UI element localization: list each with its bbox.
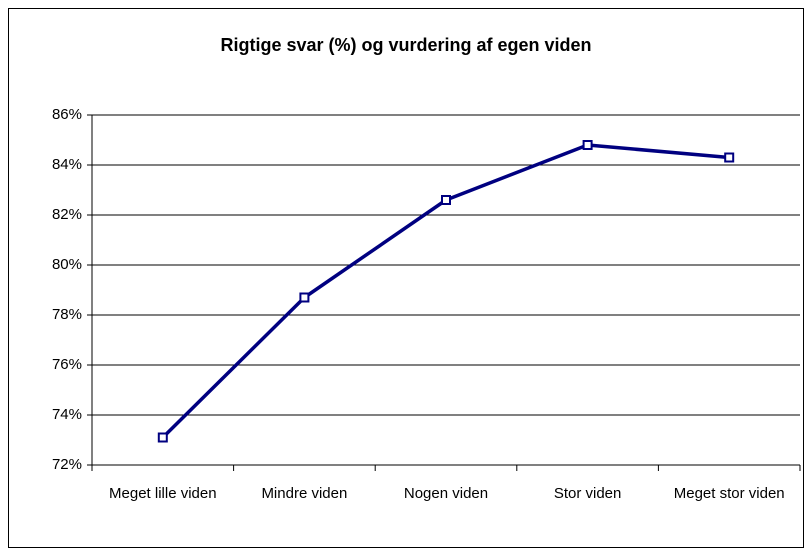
data-point (299, 292, 310, 303)
x-tick-label: Meget lille viden (109, 485, 217, 502)
data-point (724, 152, 735, 163)
y-tick-label: 72% (52, 456, 82, 473)
chart-border (8, 8, 804, 548)
y-tick-label: 82% (52, 206, 82, 223)
data-point (582, 140, 593, 150)
y-tick-label: 76% (52, 356, 82, 373)
x-tick-label: Mindre viden (261, 485, 348, 502)
x-tick-label: Meget stor viden (673, 485, 785, 502)
y-tick-label: 80% (52, 256, 82, 273)
chart-title: Rigtige svar (%) og vurdering af egen vi… (220, 35, 591, 55)
data-point (441, 195, 451, 205)
y-tick-label: 86% (52, 106, 82, 123)
x-tick-label: Stor viden (553, 485, 622, 502)
data-point (157, 432, 168, 443)
x-tick-label: Nogen viden (403, 485, 489, 502)
y-tick-label: 84% (52, 156, 82, 173)
y-tick-label: 74% (52, 406, 82, 423)
y-tick-label: 78% (52, 306, 82, 323)
